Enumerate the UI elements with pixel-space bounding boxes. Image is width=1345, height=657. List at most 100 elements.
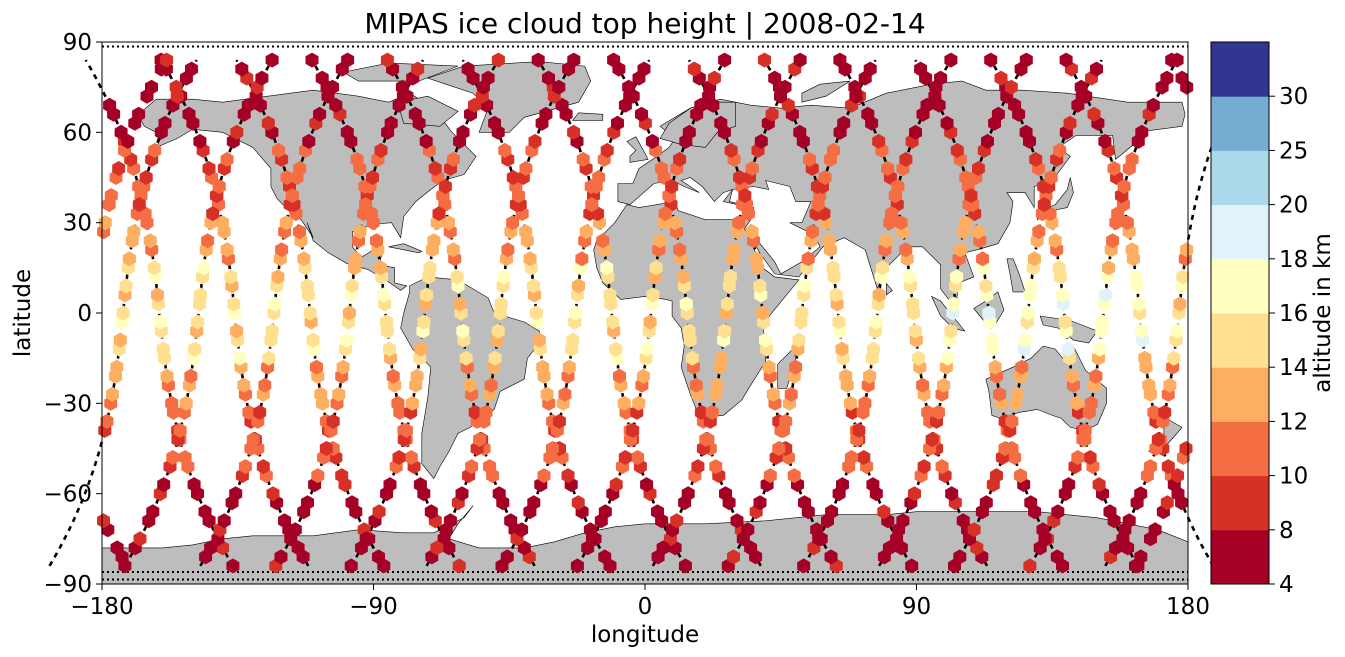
cloud-point — [947, 296, 961, 312]
cloud-point — [793, 52, 807, 68]
cloud-point — [428, 161, 442, 176]
x-tick-label: 0 — [638, 594, 653, 620]
cloud-point — [419, 133, 433, 149]
cloud-point — [1015, 359, 1029, 375]
cloud-point — [766, 386, 780, 402]
cloud-point — [852, 422, 866, 438]
colorbar-swatch — [1211, 150, 1269, 206]
cloud-point — [275, 242, 289, 258]
land-iceland — [571, 112, 604, 121]
cloud-point — [1024, 278, 1038, 294]
cloud-point — [226, 558, 240, 574]
cloud-point — [156, 341, 170, 357]
cloud-point — [173, 422, 187, 438]
cloud-point — [1160, 70, 1174, 86]
cloud-point — [964, 188, 978, 204]
colorbar-swatch — [1211, 42, 1269, 97]
cloud-point — [491, 323, 505, 339]
cloud-point — [392, 450, 406, 465]
cloud-point — [151, 287, 164, 303]
cloud-point — [613, 368, 626, 384]
cloud-point — [417, 314, 431, 330]
cloud-point — [792, 332, 806, 348]
land-uk — [626, 136, 649, 163]
cloud-point — [941, 350, 955, 366]
cloud-point — [566, 332, 580, 348]
cloud-point — [465, 459, 479, 475]
colorbar-tick-label: 10 — [1279, 464, 1308, 490]
cloud-point — [982, 305, 996, 321]
cloud-point — [266, 486, 280, 502]
cloud-point — [165, 395, 179, 411]
cloud-point — [631, 450, 645, 465]
cloud-point — [879, 233, 893, 249]
cloud-point — [202, 161, 216, 176]
cloud-point — [863, 61, 877, 77]
cloud-point — [609, 341, 623, 357]
cloud-point — [1111, 206, 1125, 222]
cloud-point — [1032, 224, 1046, 240]
cloud-point — [603, 287, 617, 303]
cloud-point — [914, 61, 927, 77]
cloud-point — [262, 350, 276, 366]
cloud-point — [1063, 115, 1077, 131]
cloud-point — [981, 133, 994, 149]
cloud-point — [384, 115, 398, 131]
cloud-point — [572, 278, 585, 294]
cloud-point — [166, 450, 180, 465]
cloud-point — [242, 404, 256, 420]
colorbar-tick-label: 25 — [1279, 138, 1308, 164]
cloud-point — [103, 97, 117, 113]
cloud-point — [527, 495, 541, 511]
cloud-point — [877, 504, 891, 520]
x-axis-label: longitude — [591, 622, 699, 648]
cloud-point — [498, 142, 512, 158]
cloud-top-points — [97, 52, 1194, 574]
cloud-point — [1134, 549, 1148, 565]
cloud-point — [396, 88, 410, 104]
cloud-point — [872, 287, 886, 303]
cloud-point — [1037, 197, 1051, 213]
cloud-point — [906, 296, 920, 312]
cloud-point — [313, 106, 327, 122]
cloud-point — [122, 251, 136, 267]
cloud-point — [1059, 52, 1073, 68]
cloud-point — [1029, 151, 1043, 167]
cloud-point — [408, 106, 422, 122]
cloud-point — [937, 377, 951, 393]
cloud-point — [238, 459, 252, 475]
cloud-point — [1148, 522, 1162, 538]
colorbar-swatch — [1211, 421, 1269, 477]
cloud-point — [912, 350, 926, 366]
cloud-point — [1173, 296, 1187, 312]
cloud-point — [542, 70, 555, 86]
cloud-point — [191, 314, 205, 330]
cloud-point — [359, 197, 373, 213]
cloud-point — [258, 377, 272, 393]
cloud-point — [609, 477, 623, 493]
cloud-point — [540, 386, 554, 402]
cloud-point — [626, 422, 640, 438]
cloud-point — [979, 495, 993, 511]
cloud-point — [300, 278, 314, 294]
cloud-point — [908, 486, 921, 502]
cloud-point — [484, 377, 498, 393]
cloud-point — [797, 558, 811, 574]
cloud-point — [132, 197, 146, 213]
cloud-point — [488, 115, 501, 131]
cloud-point — [778, 79, 792, 95]
y-tick-label: 60 — [63, 120, 92, 146]
cloud-point — [1090, 61, 1103, 77]
cloud-point — [182, 106, 196, 122]
cloud-point — [1098, 133, 1112, 149]
cloud-point — [827, 142, 840, 158]
cloud-point — [1134, 486, 1148, 502]
cloud-point — [825, 504, 839, 520]
cloud-point — [253, 404, 267, 420]
cloud-point — [636, 368, 650, 384]
colorbar-tick-label: 8 — [1279, 518, 1294, 544]
cloud-point — [116, 305, 130, 321]
cloud-point — [917, 459, 931, 475]
cloud-point — [500, 549, 514, 565]
y-tick-label: −30 — [43, 391, 92, 417]
